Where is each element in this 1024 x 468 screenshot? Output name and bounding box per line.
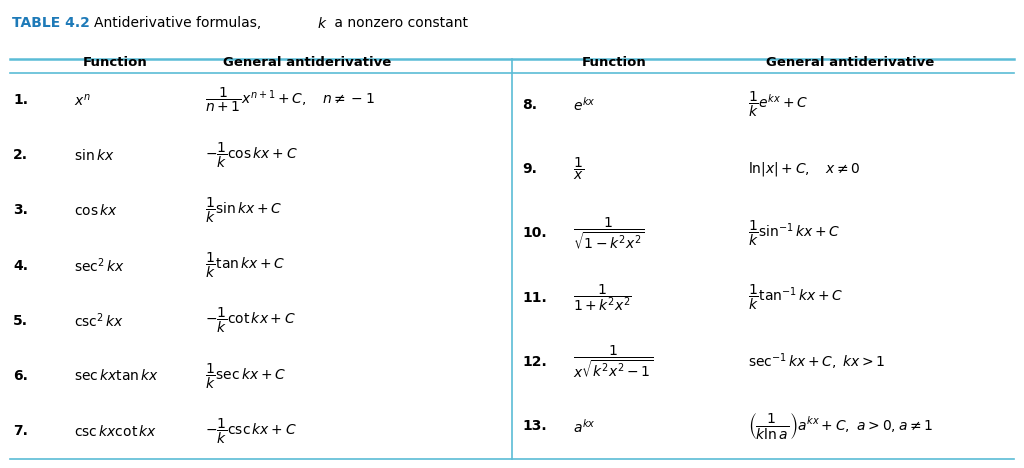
Text: $-\dfrac{1}{k}\cot kx + C$: $-\dfrac{1}{k}\cot kx + C$: [205, 306, 296, 336]
Text: 13.: 13.: [522, 419, 547, 433]
Text: $k$: $k$: [317, 16, 328, 31]
Text: $\dfrac{1}{k}\tan^{-1} kx + C$: $\dfrac{1}{k}\tan^{-1} kx + C$: [748, 283, 843, 313]
Text: a nonzero constant: a nonzero constant: [330, 16, 468, 30]
Text: 3.: 3.: [13, 204, 29, 218]
Text: 10.: 10.: [522, 227, 547, 241]
Text: 1.: 1.: [13, 93, 29, 107]
Text: 4.: 4.: [13, 259, 29, 272]
Text: 2.: 2.: [13, 148, 29, 162]
Text: $\cos kx$: $\cos kx$: [74, 203, 118, 218]
Text: $\dfrac{1}{k}\sec kx + C$: $\dfrac{1}{k}\sec kx + C$: [205, 361, 286, 391]
Text: $\ln |x| + C, \quad x \neq 0$: $\ln |x| + C, \quad x \neq 0$: [748, 160, 860, 178]
Text: 11.: 11.: [522, 291, 547, 305]
Text: 5.: 5.: [13, 314, 29, 328]
Text: $x^n$: $x^n$: [74, 92, 90, 108]
Text: $\dfrac{1}{k}\tan kx + C$: $\dfrac{1}{k}\tan kx + C$: [205, 251, 286, 280]
Text: $\dfrac{1}{1+k^2x^2}$: $\dfrac{1}{1+k^2x^2}$: [573, 282, 633, 313]
Text: $\csc kx\cot kx$: $\csc kx\cot kx$: [74, 424, 157, 439]
Text: General antiderivative: General antiderivative: [766, 56, 934, 69]
Text: 7.: 7.: [13, 424, 29, 438]
Text: $\sec^{-1} kx + C, \; kx > 1$: $\sec^{-1} kx + C, \; kx > 1$: [748, 352, 885, 373]
Text: $\dfrac{1}{\sqrt{1-k^2x^2}}$: $\dfrac{1}{\sqrt{1-k^2x^2}}$: [573, 216, 645, 251]
Text: $\dfrac{1}{n+1}x^{n+1} + C, \quad n \neq -1$: $\dfrac{1}{n+1}x^{n+1} + C, \quad n \neq…: [205, 86, 375, 114]
Text: Function: Function: [582, 56, 647, 69]
Text: $\sin kx$: $\sin kx$: [74, 148, 115, 163]
Text: $\dfrac{1}{k}e^{kx} + C$: $\dfrac{1}{k}e^{kx} + C$: [748, 90, 808, 119]
Text: Function: Function: [82, 56, 147, 69]
Text: $e^{kx}$: $e^{kx}$: [573, 96, 596, 114]
Text: $\dfrac{1}{x\sqrt{k^2x^2-1}}$: $\dfrac{1}{x\sqrt{k^2x^2-1}}$: [573, 344, 653, 380]
Text: TABLE 4.2: TABLE 4.2: [12, 16, 90, 30]
Text: $\dfrac{1}{k}\sin^{-1} kx + C$: $\dfrac{1}{k}\sin^{-1} kx + C$: [748, 219, 840, 248]
Text: $-\dfrac{1}{k}\csc kx + C$: $-\dfrac{1}{k}\csc kx + C$: [205, 417, 297, 446]
Text: $\dfrac{1}{k}\sin kx + C$: $\dfrac{1}{k}\sin kx + C$: [205, 196, 283, 225]
Text: $\left(\dfrac{1}{k\ln a}\right)a^{kx} + C,\ a>0, a\neq 1$: $\left(\dfrac{1}{k\ln a}\right)a^{kx} + …: [748, 411, 933, 441]
Text: $a^{kx}$: $a^{kx}$: [573, 417, 596, 435]
Text: 6.: 6.: [13, 369, 29, 383]
Text: 12.: 12.: [522, 355, 547, 369]
Text: 9.: 9.: [522, 162, 538, 176]
Text: $-\dfrac{1}{k}\cos kx + C$: $-\dfrac{1}{k}\cos kx + C$: [205, 140, 298, 170]
Text: General antiderivative: General antiderivative: [223, 56, 391, 69]
Text: $\csc^2 kx$: $\csc^2 kx$: [74, 311, 124, 330]
Text: $\sec kx\tan kx$: $\sec kx\tan kx$: [74, 368, 159, 383]
Text: $\sec^2 kx$: $\sec^2 kx$: [74, 256, 125, 275]
Text: 8.: 8.: [522, 98, 538, 112]
Text: Antiderivative formulas,: Antiderivative formulas,: [94, 16, 266, 30]
Text: $\dfrac{1}{x}$: $\dfrac{1}{x}$: [573, 156, 585, 182]
